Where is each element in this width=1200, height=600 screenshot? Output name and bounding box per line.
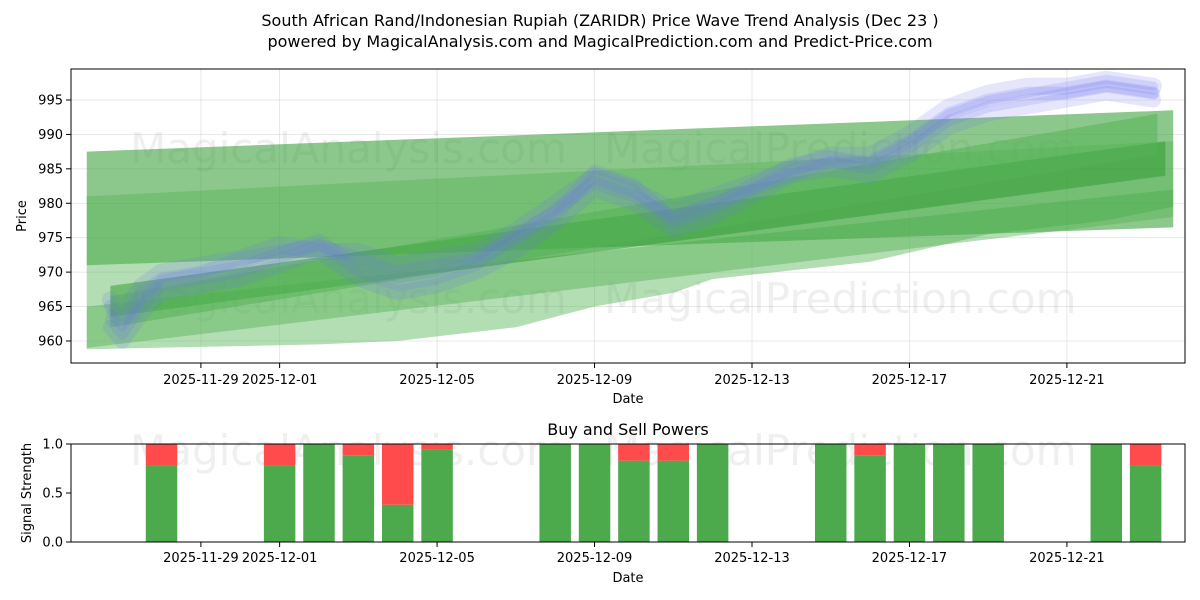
signal-x-tick-label-0: 2025-11-29 bbox=[163, 551, 239, 566]
buy-bar-1 bbox=[263, 465, 296, 542]
price-panel: MagicalAnalysis.com MagicalPrediction.com… bbox=[15, 68, 1186, 407]
signal-x-tick-label-1: 2025-12-01 bbox=[242, 551, 318, 566]
signal-panel: Buy and Sell Powers MagicalAnalysis.comM… bbox=[20, 420, 1186, 586]
signal-title: Buy and Sell Powers bbox=[547, 420, 709, 439]
buy-bar-15 bbox=[972, 444, 1004, 542]
price-x-tick-label-1: 2025-12-01 bbox=[242, 373, 318, 388]
price-x-ticks: 2025-11-29 2025-12-01 2025-12-05 2025-12-09… bbox=[163, 363, 1105, 388]
signal-y-axis-label: Signal Strength bbox=[20, 443, 35, 543]
signal-x-axis-label: Date bbox=[612, 571, 643, 586]
price-y-tick-label-1: 965 bbox=[38, 300, 63, 315]
buy-bar-9 bbox=[657, 460, 690, 542]
buy-bar-16 bbox=[1090, 444, 1123, 542]
sell-bar-8 bbox=[618, 444, 650, 461]
sell-bar-12 bbox=[854, 444, 886, 456]
price-y-axis-label: Price bbox=[15, 200, 30, 232]
sell-bar-3 bbox=[342, 444, 375, 456]
price-wave-line-2 bbox=[103, 79, 1160, 327]
price-watermark-3: MagicalPrediction.com bbox=[604, 274, 1077, 323]
price-x-tick-label-5: 2025-12-17 bbox=[872, 373, 948, 388]
price-y-tick-label-7: 995 bbox=[38, 93, 63, 108]
sell-bar-0 bbox=[145, 444, 178, 466]
price-x-tick-label-3: 2025-12-09 bbox=[557, 373, 633, 388]
price-y-tick-label-2: 970 bbox=[38, 266, 63, 281]
buy-bar-4 bbox=[381, 504, 414, 542]
signal-y-tick-label-0: 0.0 bbox=[42, 536, 63, 551]
buy-bar-14 bbox=[933, 444, 965, 542]
signal-x-tick-label-5: 2025-12-17 bbox=[872, 551, 948, 566]
price-series bbox=[86, 70, 1174, 350]
price-y-tick-label-6: 990 bbox=[38, 128, 63, 143]
buy-bar-10 bbox=[696, 444, 729, 542]
price-plot-frame bbox=[70, 68, 1186, 364]
price-y-tick-label-3: 975 bbox=[38, 231, 63, 246]
price-y-tick-label-0: 960 bbox=[38, 334, 63, 349]
price-wave-line-4 bbox=[101, 70, 1162, 322]
sell-bar-4 bbox=[381, 444, 414, 505]
price-x-tick-label-6: 2025-12-21 bbox=[1029, 373, 1105, 388]
sell-bar-9 bbox=[657, 444, 690, 461]
signal-x-ticks: 2025-11-29 2025-12-01 2025-12-05 2025-12-09… bbox=[163, 542, 1105, 566]
signal-y-tick-label-1: 0.5 bbox=[42, 487, 63, 502]
price-wave-line-1 bbox=[104, 80, 1159, 340]
signal-x-tick-label-4: 2025-12-13 bbox=[714, 551, 790, 566]
buy-bar-13 bbox=[893, 444, 926, 542]
signal-x-tick-label-2: 2025-12-05 bbox=[399, 551, 475, 566]
buy-bar-6 bbox=[539, 444, 571, 542]
buy-bar-3 bbox=[342, 455, 375, 542]
price-wave-line-3 bbox=[102, 85, 1161, 349]
buy-bar-11 bbox=[814, 444, 847, 542]
buy-bar-0 bbox=[145, 465, 178, 542]
signal-y-ticks: 0.0 0.5 1.0 bbox=[42, 438, 71, 551]
chart-title: South African Rand/Indonesian Rupiah (ZA… bbox=[261, 11, 938, 30]
price-trend-band-3 bbox=[110, 113, 1158, 328]
buy-bar-12 bbox=[854, 455, 886, 542]
buy-bar-17 bbox=[1129, 465, 1162, 542]
signal-x-tick-label-6: 2025-12-21 bbox=[1029, 551, 1105, 566]
buy-bar-2 bbox=[303, 444, 335, 542]
price-y-tick-label-4: 980 bbox=[38, 197, 63, 212]
signal-bars bbox=[145, 444, 1162, 542]
buy-bar-8 bbox=[618, 460, 650, 542]
price-x-axis-label: Date bbox=[612, 392, 643, 407]
price-x-tick-label-0: 2025-11-29 bbox=[163, 373, 239, 388]
signal-x-tick-label-3: 2025-12-09 bbox=[557, 551, 633, 566]
buy-bar-7 bbox=[578, 444, 611, 542]
chart-subtitle: powered by MagicalAnalysis.com and Magic… bbox=[267, 32, 932, 51]
price-x-tick-label-4: 2025-12-13 bbox=[714, 373, 790, 388]
price-trend-band-0 bbox=[86, 110, 1174, 266]
price-y-ticks: 960 965 970 975 980 985 990 995 bbox=[38, 93, 71, 349]
price-y-tick-label-5: 985 bbox=[38, 162, 63, 177]
buy-bar-5 bbox=[421, 449, 453, 542]
signal-y-tick-label-2: 1.0 bbox=[42, 438, 63, 453]
price-x-tick-label-2: 2025-12-05 bbox=[399, 373, 475, 388]
price-wave-line-0 bbox=[105, 74, 1158, 332]
sell-bar-1 bbox=[263, 444, 296, 466]
sell-bar-17 bbox=[1129, 444, 1162, 466]
sell-bar-5 bbox=[421, 444, 453, 450]
